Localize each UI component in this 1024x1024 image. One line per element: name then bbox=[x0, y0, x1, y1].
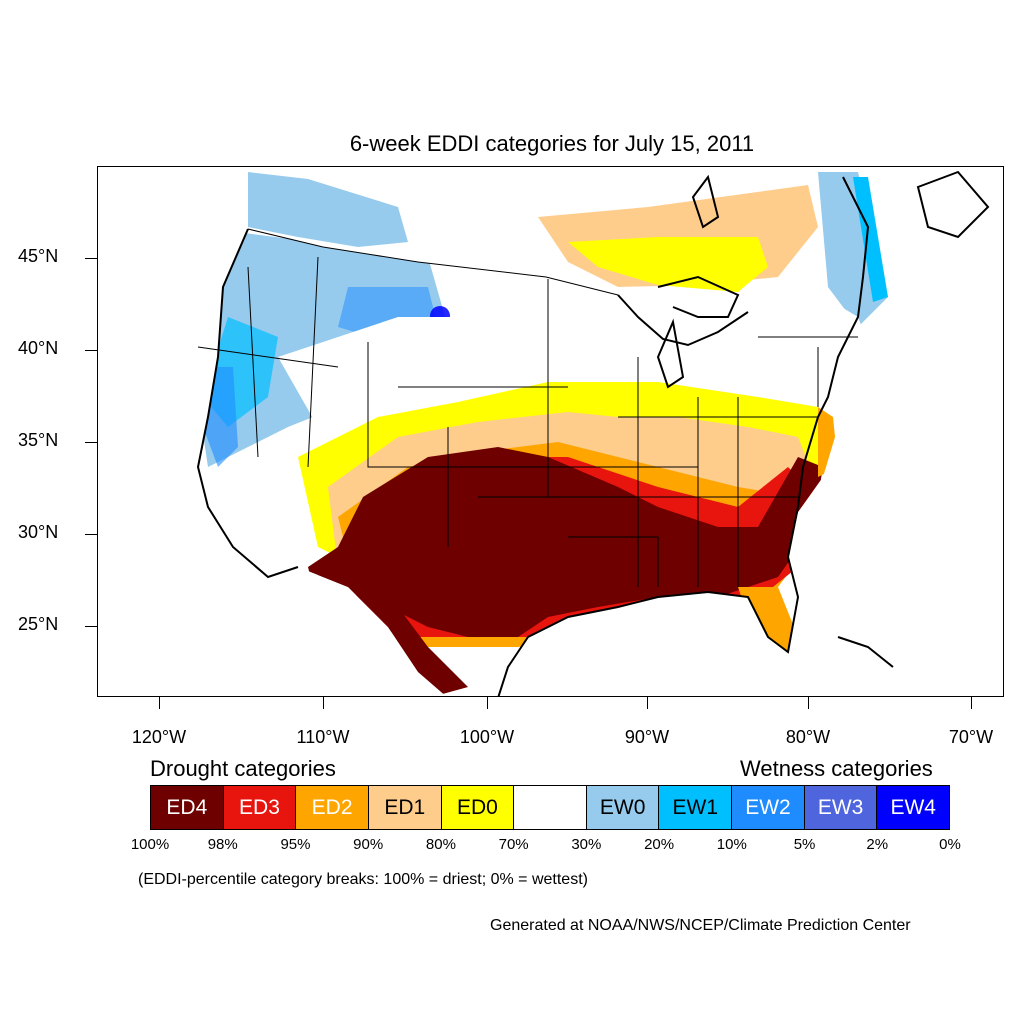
lon-label-70: 70°W bbox=[948, 727, 994, 747]
lat-label-25: 25°N bbox=[18, 614, 59, 634]
wetness-heading: Wetness categories bbox=[740, 756, 933, 781]
legend-break-label: 70% bbox=[498, 836, 529, 853]
lon-label-100: 100°W bbox=[459, 727, 515, 747]
legend-note: (EDDI-percentile category breaks: 100% =… bbox=[138, 871, 588, 888]
lon-label-90: 90°W bbox=[624, 727, 670, 747]
legend-break-label: 30% bbox=[571, 836, 602, 853]
quebec-wet bbox=[818, 172, 888, 327]
quebec-wet-2 bbox=[853, 177, 888, 302]
lon-label-120: 120°W bbox=[131, 727, 187, 747]
lat-label-40: 40°N bbox=[18, 338, 59, 358]
map-panel bbox=[97, 166, 1004, 697]
lat-label-35: 35°N bbox=[18, 430, 59, 450]
lat-tick bbox=[85, 626, 97, 627]
legend-cell-ed2: ED2 bbox=[296, 786, 369, 829]
lat-tick bbox=[85, 258, 97, 259]
legend-break-label: 0% bbox=[939, 836, 961, 853]
coastlines bbox=[196, 170, 990, 696]
north-east-yellow bbox=[568, 237, 768, 292]
legend-break-label: 10% bbox=[716, 836, 747, 853]
lon-label-110: 110°W bbox=[296, 727, 350, 747]
lat-tick bbox=[85, 534, 97, 535]
lon-tick bbox=[808, 697, 809, 709]
legend-cell-neutral bbox=[514, 786, 587, 829]
legend-break-label: 90% bbox=[353, 836, 384, 853]
legend-cell-ed1: ED1 bbox=[368, 786, 442, 829]
legend-break-label: 98% bbox=[207, 836, 238, 853]
map-title: 6-week EDDI categories for July 15, 2011 bbox=[349, 131, 755, 156]
drought-heading: Drought categories bbox=[150, 756, 336, 781]
legend-break-label: 2% bbox=[866, 836, 889, 853]
legend-cell-ew1: EW1 bbox=[659, 786, 733, 829]
lon-tick bbox=[323, 697, 324, 709]
legend-cell-ed4: ED4 bbox=[151, 786, 224, 829]
legend-cell-ed0: ED0 bbox=[441, 786, 515, 829]
lon-tick bbox=[487, 697, 488, 709]
lon-label-80: 80°W bbox=[785, 727, 831, 747]
lat-tick bbox=[85, 442, 97, 443]
legend-cell-ew3: EW3 bbox=[804, 786, 878, 829]
credit-line: Generated at NOAA/NWS/NCEP/Climate Predi… bbox=[490, 917, 911, 934]
legend-break-label: 95% bbox=[280, 836, 311, 853]
state-boundaries bbox=[197, 228, 858, 587]
lon-tick bbox=[971, 697, 972, 709]
legend-cell-ew4: EW4 bbox=[877, 786, 950, 829]
legend-break-label: 80% bbox=[425, 836, 456, 853]
lat-label-45: 45°N bbox=[18, 246, 59, 266]
lat-label-30: 30°N bbox=[18, 522, 59, 542]
legend-cell-ew0: EW0 bbox=[586, 786, 660, 829]
eddi-map bbox=[196, 170, 990, 696]
lat-tick bbox=[85, 350, 97, 351]
lon-tick bbox=[647, 697, 648, 709]
legend-break-label: 20% bbox=[644, 836, 675, 853]
legend-colorbar: ED4 ED3 ED2 ED1 ED0 EW0 EW1 EW2 EW3 EW4 bbox=[150, 785, 950, 830]
legend-break-label: 5% bbox=[793, 836, 816, 853]
north-wet-band bbox=[248, 172, 408, 247]
legend-cell-ew2: EW2 bbox=[732, 786, 805, 829]
lon-tick bbox=[159, 697, 160, 709]
legend-break-label: 100% bbox=[130, 836, 170, 853]
legend-cell-ed3: ED3 bbox=[223, 786, 297, 829]
